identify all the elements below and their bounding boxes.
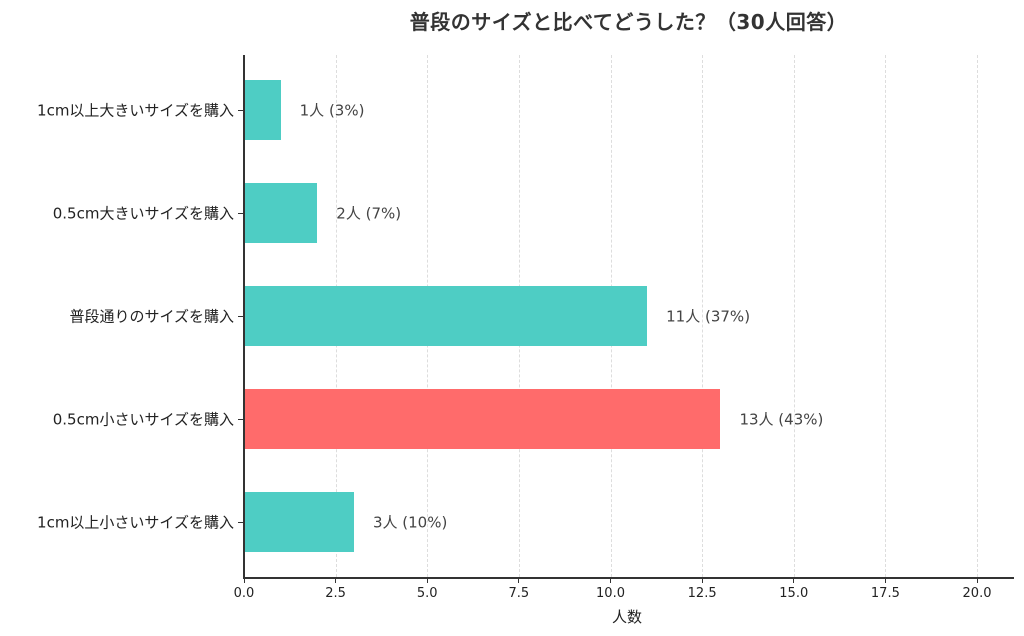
- category-label: 0.5cm小さいサイズを購入: [52, 410, 234, 429]
- x-tick-label: 7.5: [508, 586, 530, 601]
- bar-value-label: 3人 (10%): [372, 513, 448, 532]
- bar-value-label: 13人 (43%): [739, 410, 824, 429]
- x-tick-label: 17.5: [870, 586, 900, 601]
- bar-value-label: 2人 (7%): [336, 204, 402, 223]
- x-tick-mark: [426, 578, 428, 583]
- category-label: 1cm以上小さいサイズを購入: [37, 513, 234, 532]
- x-tick-label: 10.0: [596, 586, 625, 601]
- x-axis-label: 人数: [612, 608, 643, 626]
- plot-area: 1人 (3%) 2人 (7%) 11人 (37%) 13人 (43%) 3人 (10%): [244, 55, 1013, 577]
- x-tick-mark: [243, 578, 245, 583]
- x-tick-label: 5.0: [416, 586, 438, 601]
- x-tick-mark: [793, 578, 795, 583]
- x-tick-mark: [701, 578, 703, 583]
- y-tick-mark: [238, 110, 243, 111]
- gridline: [885, 55, 887, 577]
- x-tick-label: 15.0: [779, 586, 809, 601]
- y-tick-mark: [238, 419, 243, 420]
- bar-value-label: 11人 (37%): [666, 307, 751, 326]
- x-tick-label: 20.0: [962, 586, 992, 601]
- y-axis-line: [243, 55, 245, 578]
- bar: [244, 389, 721, 449]
- gridline: [977, 55, 978, 577]
- bar: [244, 80, 281, 140]
- bar: [244, 492, 354, 552]
- x-tick-mark: [884, 578, 886, 583]
- x-tick-mark: [518, 578, 520, 583]
- x-tick-label: 12.5: [687, 586, 717, 601]
- x-tick-mark: [976, 578, 978, 583]
- y-tick-mark: [238, 213, 243, 214]
- chart-title: 普段のサイズと比べてどうした？（30人回答）: [409, 10, 848, 34]
- category-label: 普段通りのサイズを購入: [69, 307, 234, 326]
- category-label: 1cm以上大きいサイズを購入: [37, 101, 234, 120]
- x-tick-label: 2.5: [325, 586, 346, 601]
- category-label: 0.5cm大きいサイズを購入: [52, 204, 234, 223]
- x-tick-mark: [610, 578, 611, 583]
- y-tick-mark: [238, 316, 243, 317]
- x-tick-label: 0.0: [233, 586, 255, 601]
- bar-value-label: 1人 (3%): [299, 101, 365, 120]
- bar: [244, 286, 648, 346]
- gridline: [702, 55, 704, 577]
- x-axis-line: [243, 577, 1014, 579]
- y-tick-mark: [238, 522, 243, 523]
- x-tick-mark: [335, 578, 337, 583]
- gridline: [793, 55, 795, 577]
- bar: [244, 183, 318, 243]
